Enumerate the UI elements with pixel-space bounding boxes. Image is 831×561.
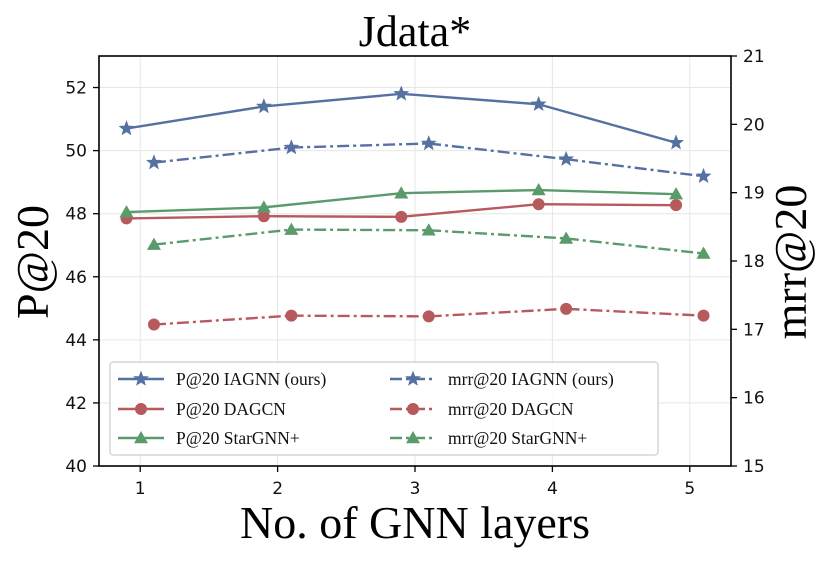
data-point xyxy=(255,98,272,114)
data-point xyxy=(395,210,408,223)
legend-marker xyxy=(135,403,147,415)
legend-item: P@20 DAGCN xyxy=(118,399,286,419)
series-line xyxy=(153,142,704,178)
y-right-tick-label: 15 xyxy=(743,457,765,477)
x-axis-label: No. of GNN layers xyxy=(240,497,590,548)
series-p-20-stargnn- xyxy=(119,183,684,218)
data-point xyxy=(531,183,546,196)
legend: P@20 IAGNN (ours) P@20 DAGCN P@20 StarGNN+… xyxy=(109,361,659,456)
data-point xyxy=(394,186,409,199)
y-left-tick-label: 42 xyxy=(65,394,87,414)
legend-item: P@20 StarGNN+ xyxy=(118,428,300,448)
legend-marker xyxy=(133,370,149,386)
tick-layer: 1 2 3 4 5 40 42 44 46 48 50 52 15 16 17 18 19 20 21 xyxy=(65,47,764,499)
data-point xyxy=(256,200,271,213)
series-p-20-iagnn-ours- xyxy=(118,85,684,150)
y-left-tick-label: 44 xyxy=(65,331,87,351)
data-point xyxy=(146,237,161,250)
data-point xyxy=(420,135,437,151)
legend-item: mrr@20 DAGCN xyxy=(390,399,574,419)
series-p-20-dagcn xyxy=(120,198,683,225)
legend-label: mrr@20 DAGCN xyxy=(448,399,574,419)
legend-item: P@20 IAGNN (ours) xyxy=(118,369,326,389)
data-point xyxy=(146,154,162,170)
legend-item: mrr@20 IAGNN (ours) xyxy=(390,369,614,389)
legend-label: P@20 IAGNN (ours) xyxy=(176,369,326,389)
y-left-tick-label: 40 xyxy=(65,457,87,477)
data-point xyxy=(118,120,135,136)
y-right-tick-label: 16 xyxy=(743,389,765,409)
legend-label: P@20 DAGCN xyxy=(176,399,286,419)
y-right-tick-label: 21 xyxy=(743,47,765,67)
data-point xyxy=(669,187,684,200)
y-left-tick-label: 46 xyxy=(65,268,87,288)
legend-marker xyxy=(407,403,419,415)
series-mrr-20-iagnn-ours- xyxy=(146,135,712,184)
data-point xyxy=(393,85,410,101)
data-point xyxy=(421,223,436,236)
series-mrr-20-stargnn- xyxy=(146,222,711,259)
data-point xyxy=(560,302,573,315)
legend-label: mrr@20 IAGNN (ours) xyxy=(448,369,614,389)
y-right-tick-label: 19 xyxy=(743,184,765,204)
data-point xyxy=(422,310,435,323)
data-point xyxy=(283,139,300,155)
data-point xyxy=(697,309,710,322)
y-left-tick-label: 48 xyxy=(65,205,87,225)
legend-marker xyxy=(134,431,148,444)
legend-label: P@20 StarGNN+ xyxy=(176,428,300,448)
x-tick-label: 2 xyxy=(272,479,283,499)
legend-label: mrr@20 StarGNN+ xyxy=(448,428,587,448)
y-right-tick-label: 17 xyxy=(743,320,765,340)
legend-frame xyxy=(109,361,659,456)
data-point xyxy=(530,95,547,111)
series-layer xyxy=(118,85,712,331)
data-point xyxy=(670,199,683,212)
x-tick-label: 5 xyxy=(684,479,695,499)
series-mrr-20-dagcn xyxy=(147,302,710,331)
data-point xyxy=(695,167,712,184)
legend-item: mrr@20 StarGNN+ xyxy=(390,428,587,448)
legend-marker xyxy=(405,370,421,386)
legend-marker xyxy=(406,431,420,444)
data-point xyxy=(558,150,575,166)
data-point xyxy=(668,134,684,150)
data-point xyxy=(285,309,298,322)
data-point xyxy=(532,198,545,211)
series-line xyxy=(153,228,704,255)
x-tick-label: 3 xyxy=(410,479,421,499)
y-right-tick-label: 18 xyxy=(743,252,765,272)
x-tick-label: 4 xyxy=(547,479,558,499)
data-point xyxy=(696,246,711,259)
chart-title: Jdata* xyxy=(359,7,471,56)
data-point xyxy=(147,318,160,331)
y-right-tick-label: 20 xyxy=(743,115,765,135)
x-tick-label: 1 xyxy=(135,479,146,499)
series-line xyxy=(126,92,677,144)
data-point xyxy=(119,205,134,218)
data-point xyxy=(284,222,299,235)
data-point xyxy=(559,231,574,244)
y-axis-left-label: P@20 xyxy=(7,205,58,319)
data-point xyxy=(257,210,270,223)
y-left-tick-label: 52 xyxy=(65,79,87,99)
y-axis-right-label: mrr@20 xyxy=(765,185,816,340)
y-left-tick-label: 50 xyxy=(65,142,87,162)
